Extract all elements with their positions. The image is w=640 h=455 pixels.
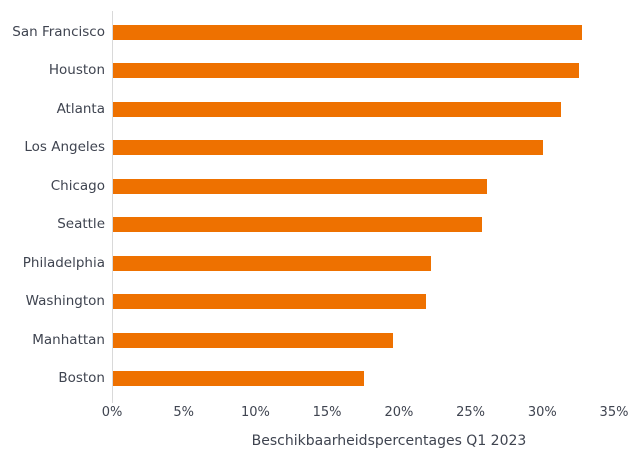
- bar-row: Washington: [0, 283, 640, 322]
- category-label: Houston: [48, 62, 105, 78]
- x-axis-tick-label: 25%: [456, 405, 486, 420]
- bar-row: Houston: [0, 52, 640, 91]
- category-label: Washington: [25, 293, 105, 309]
- x-axis-tick-label: 0%: [101, 405, 123, 420]
- category-label: Manhattan: [32, 331, 105, 348]
- x-axis-tick-label: 10%: [240, 405, 270, 420]
- bar-row: San Francisco: [0, 13, 640, 52]
- bar: [113, 217, 482, 233]
- bar: [113, 140, 544, 156]
- bar: [113, 332, 393, 348]
- bar: [113, 178, 488, 194]
- bar: [113, 101, 561, 117]
- x-axis-tick-label: 20%: [384, 405, 414, 420]
- x-axis-tick-label: 15%: [312, 405, 342, 420]
- x-axis-tick-label: 5%: [173, 405, 194, 420]
- bar: [113, 371, 364, 387]
- bar: [113, 63, 580, 79]
- category-label: Chicago: [50, 177, 105, 194]
- bar-row: Los Angeles: [0, 129, 640, 168]
- x-axis-label: Beschikbaarheidspercentages Q1 2023: [251, 433, 527, 449]
- bar-row: Seattle: [0, 206, 640, 245]
- x-axis-tick-label: 35%: [599, 405, 629, 420]
- category-label: Los Angeles: [24, 139, 105, 155]
- category-label: Philadelphia: [22, 254, 105, 271]
- bar: [113, 24, 582, 40]
- y-axis-spine: [112, 11, 113, 403]
- bar-row: Atlanta: [0, 90, 640, 129]
- category-label: San Francisco: [12, 23, 105, 40]
- bar-row: Chicago: [0, 167, 640, 206]
- bar-row: Philadelphia: [0, 244, 640, 283]
- bar: [113, 255, 432, 271]
- bars-area: San Francisco Houston Atlanta Los Angeles Ch…: [0, 13, 640, 398]
- bar-row: Manhattan: [0, 321, 640, 360]
- x-axis-tick-label: 30%: [527, 405, 557, 420]
- category-label: Atlanta: [56, 100, 105, 117]
- bar-row: Boston: [0, 360, 640, 399]
- bar: [113, 294, 426, 310]
- category-label: Boston: [58, 370, 105, 386]
- category-label: Seattle: [57, 216, 105, 232]
